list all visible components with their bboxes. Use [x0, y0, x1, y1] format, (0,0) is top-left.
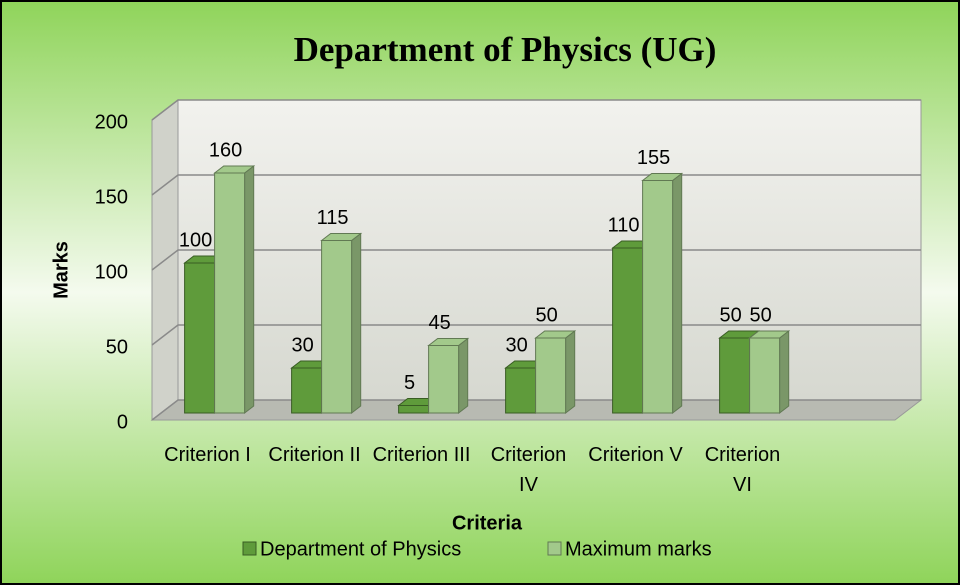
data-label: 160	[209, 139, 242, 161]
data-label: 115	[317, 207, 349, 229]
bar-side	[565, 329, 576, 415]
bar	[749, 337, 781, 414]
x-tick-label: Criterion II	[268, 444, 361, 466]
bar-side	[351, 232, 362, 415]
bar	[642, 180, 674, 414]
data-label: 50	[749, 304, 771, 326]
bar	[321, 240, 353, 414]
legend-label: Maximum marks	[565, 538, 712, 560]
y-tick-label: 150	[95, 186, 128, 208]
y-tick-label: 50	[106, 336, 128, 358]
legend-swatch	[547, 541, 562, 556]
bar	[535, 337, 567, 414]
bar-side	[779, 329, 790, 415]
data-label: 45	[428, 312, 450, 334]
x-tick-label: Criterion III	[372, 444, 471, 466]
bar	[505, 367, 537, 414]
y-tick-label: 100	[95, 261, 128, 283]
bar	[428, 345, 460, 414]
x-axis-label: Criteria	[452, 512, 523, 534]
bar	[719, 337, 751, 414]
bar-side	[458, 337, 469, 415]
data-label: 30	[505, 334, 527, 356]
x-tick-label: Criterion VI	[704, 444, 781, 496]
legend-label: Department of Physics	[260, 538, 461, 560]
data-label: 5	[404, 372, 415, 394]
y-axis-label: Marks	[50, 241, 72, 299]
data-label: 30	[291, 334, 313, 356]
legend-swatch	[242, 541, 257, 556]
bar-side	[244, 164, 255, 415]
bar-side	[672, 172, 683, 415]
x-tick-label: Criterion V	[588, 444, 683, 466]
bar	[612, 247, 644, 414]
x-tick-label: Criterion I	[164, 444, 251, 466]
y-tick-label: 200	[95, 111, 128, 133]
data-label: 100	[179, 229, 212, 251]
y-tick-label: 0	[117, 411, 128, 433]
bar	[184, 262, 216, 414]
grid-line	[151, 99, 921, 121]
bar	[291, 367, 323, 414]
x-tick-label: Criterion IV	[490, 444, 567, 496]
chart-title: Department of Physics (UG)	[294, 30, 717, 69]
data-label: 50	[535, 304, 557, 326]
data-label: 110	[608, 214, 640, 236]
data-label: 155	[637, 147, 670, 169]
data-label: 50	[719, 304, 741, 326]
bar	[214, 172, 246, 414]
bar	[398, 405, 430, 414]
